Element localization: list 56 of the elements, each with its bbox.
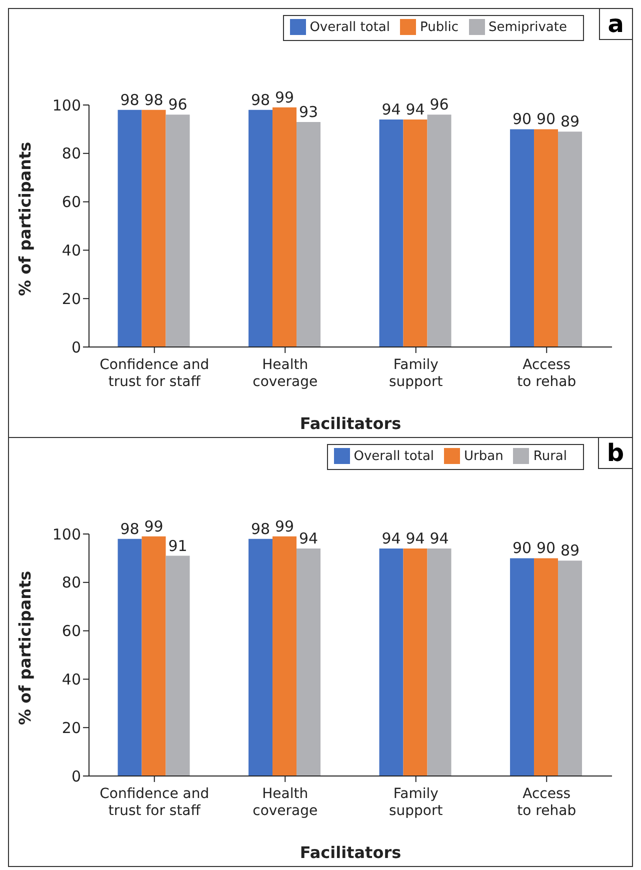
x-axis-title: Facilitators	[300, 414, 402, 433]
data-label: 98	[120, 90, 140, 109]
y-tick-label: 100	[52, 96, 81, 114]
data-label: 98	[250, 520, 270, 538]
data-label: 99	[274, 517, 294, 536]
x-tick-label: Confidence and trust for staff	[100, 357, 210, 390]
x-tick-label: Health coverage	[252, 786, 318, 819]
y-tick-label: 20	[62, 718, 81, 737]
data-label: 99	[144, 517, 164, 536]
y-axis-title: % of participants	[16, 570, 35, 725]
x-tick-label: Access to rehab	[517, 786, 576, 819]
data-label: 94	[430, 530, 449, 548]
data-label: 94	[298, 530, 318, 548]
y-tick-label: 100	[52, 525, 81, 544]
y-tick-label: 20	[62, 290, 81, 308]
data-label: 94	[406, 530, 425, 548]
legend-label: Semiprivate	[488, 20, 567, 35]
data-label: 89	[560, 112, 580, 131]
y-tick-label: 40	[62, 242, 81, 260]
x-tick-label: Family support	[388, 786, 444, 819]
data-label: 98	[250, 90, 270, 109]
data-label: 90	[512, 110, 532, 128]
y-tick-label: 60	[62, 193, 81, 212]
data-label: 94	[382, 100, 401, 119]
chart-title: b	[598, 438, 632, 469]
data-label: 96	[168, 96, 188, 114]
legend-label: Public	[420, 20, 458, 35]
x-axis-title: Facilitators	[300, 843, 402, 862]
data-label: 90	[512, 539, 532, 558]
data-label: 93	[298, 102, 318, 121]
data-label: 94	[382, 530, 401, 548]
data-label: 90	[536, 539, 556, 558]
y-tick-label: 40	[62, 670, 81, 689]
y-tick-label: 60	[62, 622, 81, 640]
y-tick-label: 0	[71, 338, 81, 356]
y-tick-label: 80	[62, 144, 81, 163]
y-tick-label: 0	[71, 767, 81, 786]
data-label: 94	[406, 100, 425, 119]
x-tick-label: Confidence and trust for staff	[100, 786, 210, 819]
data-label: 98	[120, 520, 140, 538]
y-axis-title: % of participants	[16, 142, 35, 296]
legend-label: Overall total	[354, 449, 434, 464]
legend-label: Overall total	[310, 20, 390, 35]
x-tick-label: Access to rehab	[517, 357, 576, 390]
data-label: 98	[144, 90, 164, 109]
data-label: 99	[274, 88, 294, 106]
data-label: 96	[430, 96, 449, 114]
legend-label: Rural	[533, 449, 567, 464]
data-label: 91	[168, 536, 188, 555]
x-tick-label: Health coverage	[252, 357, 318, 390]
x-tick-label: Family support	[388, 357, 444, 390]
data-label: 90	[536, 110, 556, 128]
data-label: 89	[560, 542, 580, 560]
legend-label: Urban	[464, 449, 504, 464]
chart-title: a	[598, 9, 632, 40]
y-tick-label: 80	[62, 574, 81, 592]
